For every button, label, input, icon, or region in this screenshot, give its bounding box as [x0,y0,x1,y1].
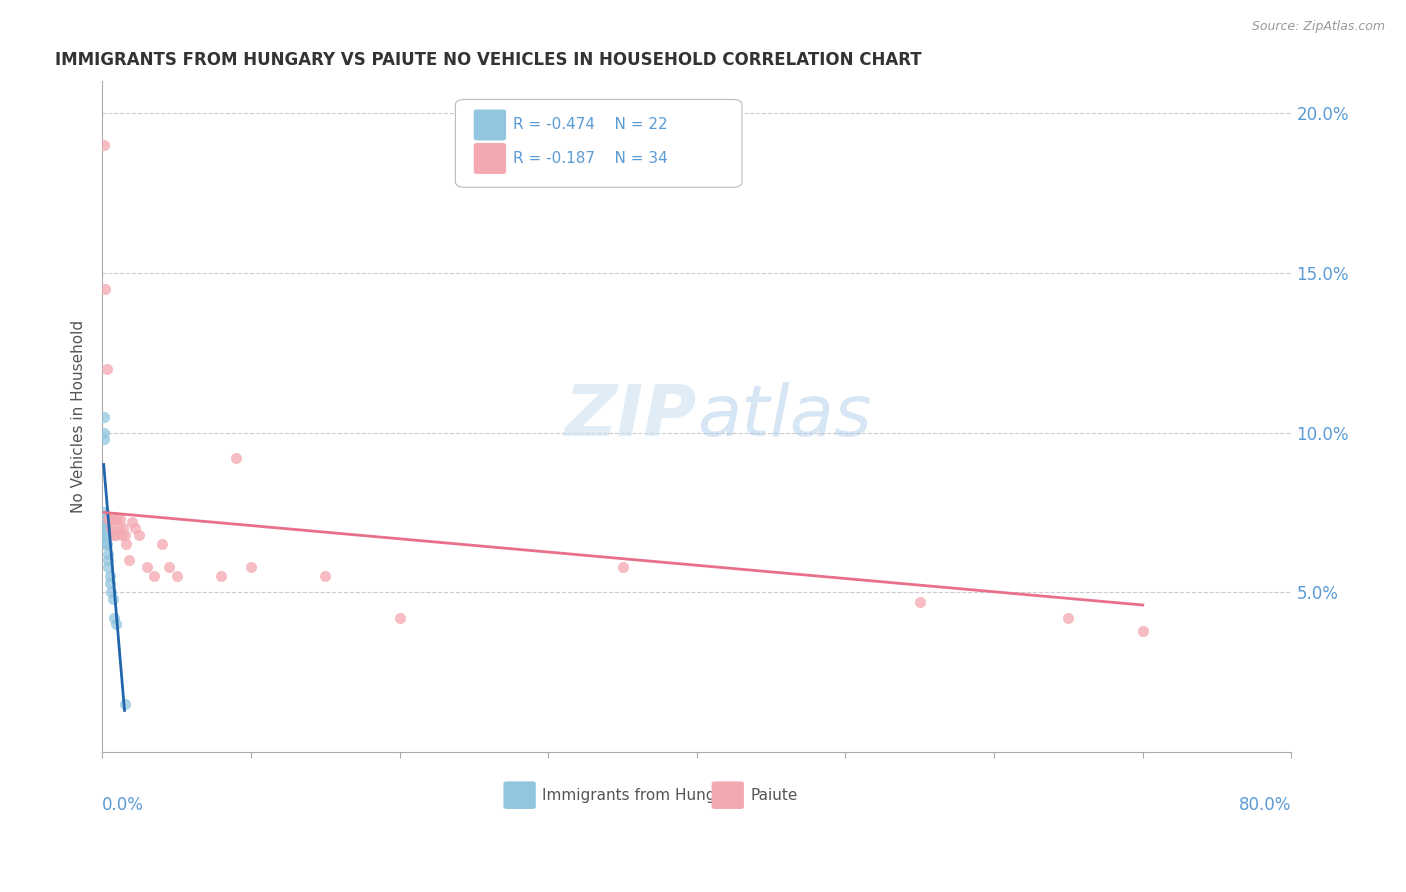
Point [115,537,138,551]
Point [96,512,118,526]
Text: R = -0.187    N = 34: R = -0.187 N = 34 [513,151,668,166]
Text: IMMIGRANTS FROM HUNGARY VS PAIUTE NO VEHICLES IN HOUSEHOLD CORRELATION CHART: IMMIGRANTS FROM HUNGARY VS PAIUTE NO VEH… [55,51,921,69]
Point [114,697,136,711]
Point [98,512,121,526]
FancyBboxPatch shape [505,782,536,808]
Text: Paiute: Paiute [751,788,797,803]
Point [93,425,115,440]
Point [105,512,128,526]
Point [118,553,141,567]
Point [121,515,143,529]
Point [96,521,118,535]
Point [110,528,132,542]
Point [98,569,121,583]
Point [1132,624,1154,638]
Point [93,432,115,446]
Point [93,138,115,153]
Point [97,553,120,567]
FancyBboxPatch shape [456,99,742,187]
FancyBboxPatch shape [474,111,505,140]
Point [107,521,129,535]
Point [143,569,166,583]
Point [97,559,120,574]
FancyBboxPatch shape [474,144,505,173]
Point [225,451,247,466]
Text: atlas: atlas [697,382,872,451]
Point [111,521,134,535]
Point [94,282,117,296]
Point [94,521,117,535]
Point [166,569,188,583]
Point [94,515,117,529]
Text: R = -0.474    N = 22: R = -0.474 N = 22 [513,118,666,132]
Text: ZIP: ZIP [565,382,697,451]
Point [150,537,173,551]
Point [100,521,122,535]
Point [93,409,115,424]
Y-axis label: No Vehicles in Household: No Vehicles in Household [72,320,86,513]
Point [239,559,262,574]
Point [124,521,146,535]
Point [101,591,124,606]
Point [97,512,120,526]
Point [94,537,117,551]
Point [612,559,634,574]
Point [100,585,122,599]
Point [135,559,157,574]
Point [94,528,117,542]
Point [96,361,118,376]
Point [101,528,124,542]
Point [104,617,127,632]
Point [157,559,180,574]
Point [96,528,118,542]
Point [103,611,125,625]
Point [114,528,136,542]
Point [104,528,127,542]
Point [388,611,411,625]
Point [128,528,150,542]
Text: 80.0%: 80.0% [1239,796,1292,814]
Text: Immigrants from Hungary: Immigrants from Hungary [543,788,741,803]
FancyBboxPatch shape [713,782,744,808]
Point [98,575,121,590]
Point [908,595,931,609]
Text: Source: ZipAtlas.com: Source: ZipAtlas.com [1251,20,1385,33]
Point [97,547,120,561]
Point [1057,611,1080,625]
Point [103,512,125,526]
Text: 0.0%: 0.0% [103,796,143,814]
Point [314,569,336,583]
Point [108,512,131,526]
Point [93,505,115,519]
Point [96,537,118,551]
Point [209,569,232,583]
